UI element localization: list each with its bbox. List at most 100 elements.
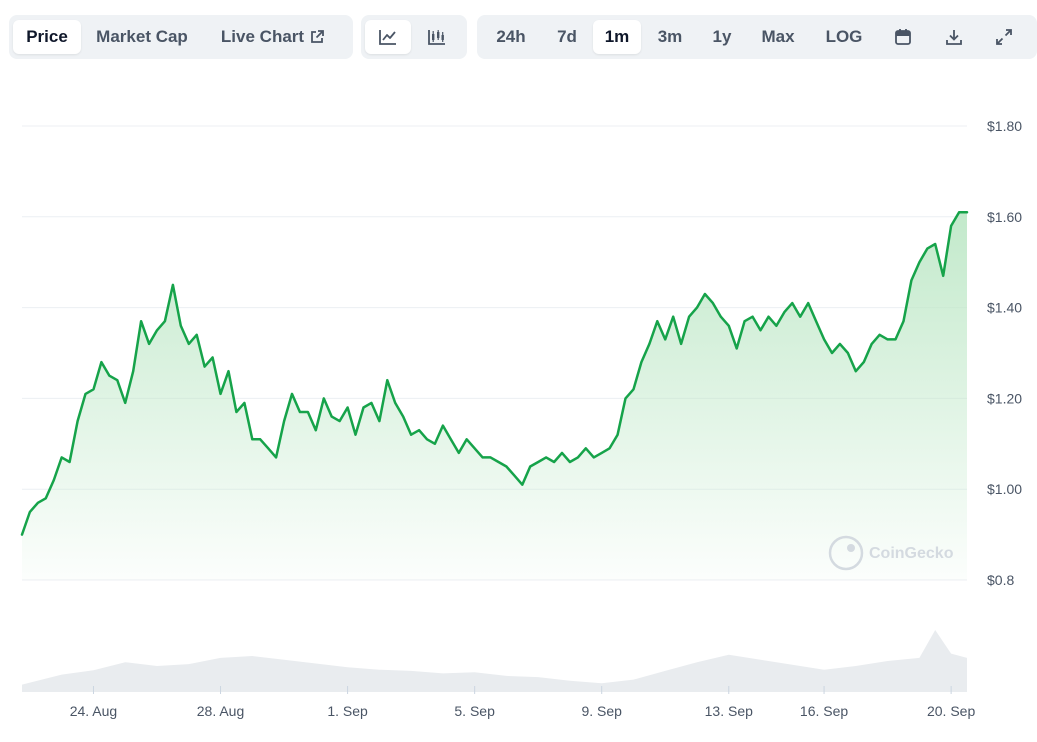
range-1m-button[interactable]: 1m — [593, 20, 641, 54]
price-point — [267, 447, 270, 450]
chart-type-toggle — [361, 15, 467, 59]
calendar-icon — [895, 29, 911, 45]
calendar-button[interactable] — [877, 20, 929, 54]
price-area — [22, 212, 967, 581]
tab-price[interactable]: Price — [13, 20, 81, 54]
price-point — [823, 338, 825, 341]
price-point — [966, 211, 968, 214]
price-point — [521, 483, 524, 486]
price-point — [172, 284, 174, 286]
tab-market-cap-label: Market Cap — [96, 27, 188, 46]
price-point — [394, 402, 397, 404]
range-24h-button[interactable]: 24h — [481, 20, 541, 54]
price-point — [251, 438, 254, 441]
x-tick-label: 28. Aug — [197, 703, 245, 719]
price-point — [124, 402, 127, 404]
range-7d-button[interactable]: 7d — [541, 20, 593, 54]
log-scale-label: LOG — [825, 27, 863, 46]
price-point — [696, 306, 698, 309]
price-chart[interactable]: CoinGecko $0.8 $1.00 $1.20 $1.40 $1.60 $1.80 … — [0, 72, 1037, 737]
price-point — [378, 420, 381, 422]
price-point — [513, 474, 516, 477]
log-scale-button[interactable]: LOG — [811, 20, 877, 54]
price-point — [815, 320, 817, 323]
price-point — [132, 370, 135, 373]
price-point — [156, 329, 158, 332]
y-tick-label: $1.40 — [987, 300, 1022, 316]
price-point — [743, 320, 746, 323]
price-point — [235, 411, 238, 413]
price-point — [442, 424, 444, 427]
price-point — [108, 374, 111, 377]
price-point — [759, 329, 762, 332]
price-point — [608, 447, 611, 450]
price-point — [140, 320, 143, 323]
price-point — [640, 361, 643, 363]
price-point — [283, 420, 285, 422]
price-point — [537, 461, 540, 463]
price-point — [664, 338, 667, 341]
price-point — [529, 465, 532, 468]
price-point — [275, 456, 277, 459]
price-point — [195, 333, 198, 336]
x-tick-label: 16. Sep — [800, 703, 848, 719]
range-3m-button[interactable]: 3m — [641, 20, 699, 54]
candlestick-button[interactable] — [411, 20, 463, 54]
price-point — [179, 324, 182, 327]
price-point — [418, 429, 420, 432]
range-max-button[interactable]: Max — [745, 20, 811, 54]
price-point — [577, 456, 579, 459]
price-point — [426, 438, 428, 441]
price-point — [148, 343, 151, 345]
price-point — [791, 302, 794, 304]
price-point — [680, 343, 682, 345]
fullscreen-button[interactable] — [979, 20, 1029, 54]
price-point — [322, 397, 325, 400]
price-point — [434, 442, 436, 445]
price-point — [553, 461, 555, 463]
price-point — [799, 315, 802, 318]
price-point — [592, 456, 595, 459]
line-chart-button[interactable] — [365, 20, 411, 54]
y-axis-ticks: $0.8 $1.00 $1.20 $1.40 $1.60 $1.80 — [987, 118, 1022, 588]
price-point — [449, 438, 452, 441]
price-point — [672, 315, 675, 318]
price-point — [751, 315, 754, 318]
price-point — [831, 352, 833, 354]
price-point — [29, 511, 31, 513]
price-point — [338, 420, 341, 422]
price-point — [346, 406, 349, 409]
price-point — [386, 379, 389, 382]
download-button[interactable] — [929, 20, 979, 54]
price-point — [164, 320, 166, 323]
y-tick-label: $1.80 — [987, 118, 1022, 134]
price-point — [259, 438, 262, 441]
price-point — [227, 370, 230, 373]
price-point — [402, 415, 405, 418]
price-point — [21, 533, 23, 536]
tab-market-cap[interactable]: Market Cap — [81, 20, 203, 54]
price-series-line — [20, 211, 969, 536]
tab-live-chart-label: Live Chart — [220, 27, 305, 46]
price-point — [569, 461, 571, 463]
price-point — [584, 447, 587, 450]
chart-toolbar: Price Market Cap Live Chart — [0, 0, 1037, 72]
tab-live-chart[interactable]: Live Chart — [203, 20, 343, 54]
price-point — [616, 433, 619, 436]
x-tick-label: 5. Sep — [454, 703, 495, 719]
price-point — [211, 356, 214, 359]
price-point — [878, 333, 881, 336]
range-1y-button[interactable]: 1y — [699, 20, 745, 54]
price-chart-svg[interactable]: CoinGecko $0.8$1.00$1.20$1.40$1.60$1.80 … — [0, 72, 1037, 737]
y-tick-label: $1.20 — [987, 390, 1022, 406]
coingecko-watermark: CoinGecko — [828, 535, 954, 571]
price-point — [926, 247, 929, 250]
price-point — [656, 320, 659, 323]
range-24h-label: 24h — [496, 27, 526, 46]
x-tick-label: 1. Sep — [327, 703, 368, 719]
coingecko-logo-eye — [847, 544, 855, 552]
price-point — [934, 243, 937, 245]
x-tick-label: 9. Sep — [581, 703, 622, 719]
price-point — [632, 388, 635, 391]
price-point — [92, 388, 95, 391]
